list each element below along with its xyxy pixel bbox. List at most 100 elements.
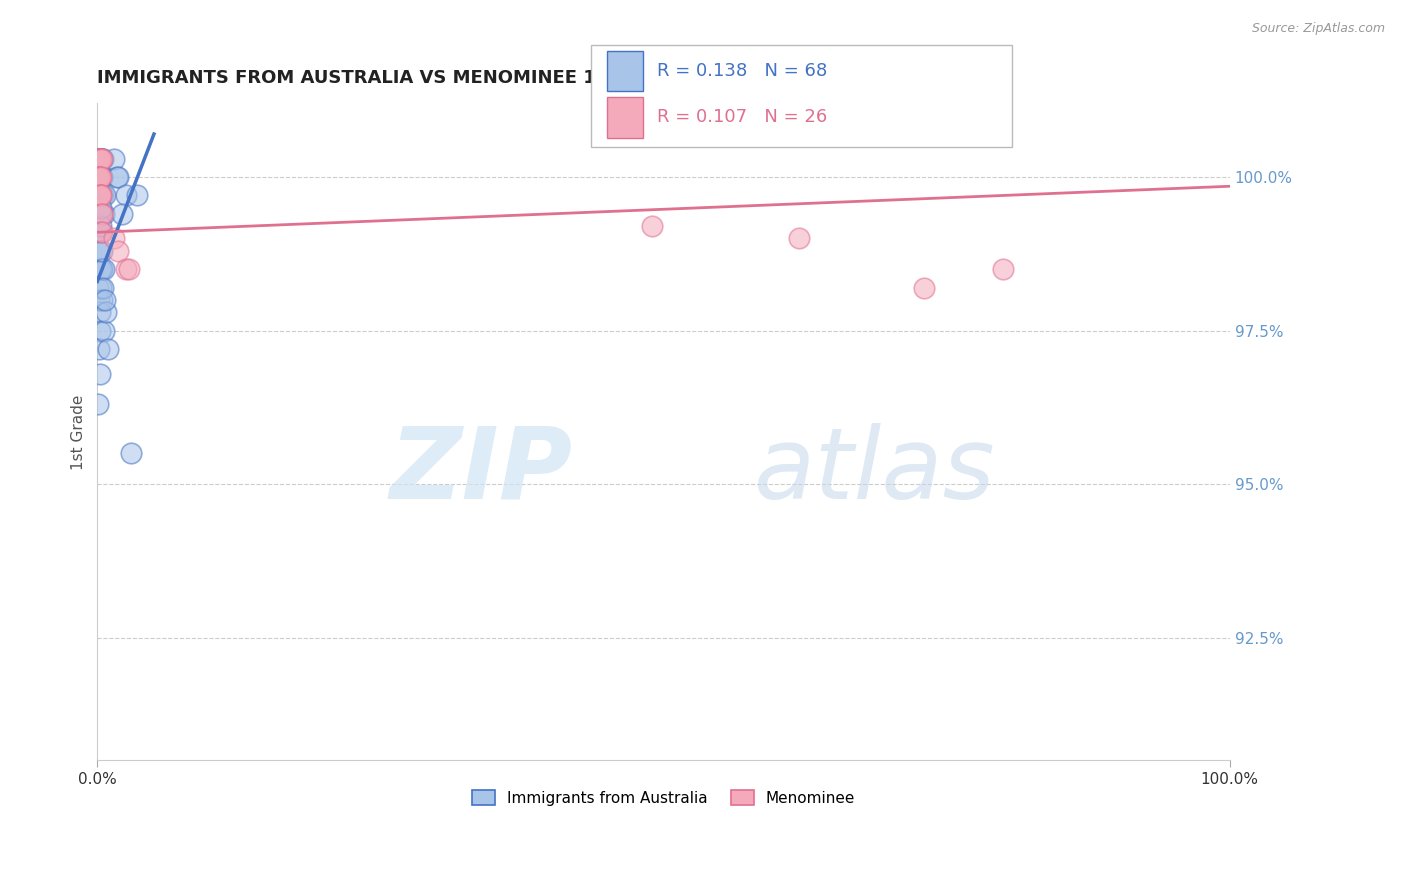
Point [91,152,114,166]
Point [90,262,112,277]
Point [94,188,117,202]
Point [87,152,110,166]
Point [94,293,117,307]
Point [91,207,114,221]
Text: atlas: atlas [754,423,995,520]
Point [89,169,111,184]
Point [87,169,110,184]
Point [114,188,136,202]
Point [89,225,111,239]
Point [96,305,118,319]
Point [93,324,115,338]
Y-axis label: 1st Grade: 1st Grade [72,394,86,469]
Point [87,207,110,221]
Text: R = 0.107   N = 26: R = 0.107 N = 26 [657,108,827,126]
Point [90,152,112,166]
Point [90,169,112,184]
Point [90,293,112,307]
Point [91,188,114,202]
Point [90,280,112,294]
Point [87,188,110,202]
Point [89,262,111,277]
Point [91,169,114,184]
Point [93,262,115,277]
Point [90,169,112,184]
Text: ZIP: ZIP [389,423,574,520]
Point [90,152,112,166]
Point [93,207,115,221]
Point [89,152,111,166]
Point [87,244,110,258]
Point [89,169,111,184]
Point [90,262,112,277]
Point [87,342,110,356]
Point [90,152,112,166]
Point [89,244,111,258]
Point [89,305,111,319]
Point [107,169,129,184]
Point [89,324,111,338]
Point [89,225,111,239]
Point [90,207,112,221]
Text: IMMIGRANTS FROM AUSTRALIA VS MENOMINEE 1ST GRADE CORRELATION CHART: IMMIGRANTS FROM AUSTRALIA VS MENOMINEE 1… [97,69,920,87]
Point [90,225,112,239]
Point [89,188,111,202]
Point [90,188,112,202]
Point [90,225,112,239]
Point [87,293,110,307]
Point [89,367,111,381]
Point [103,231,125,245]
Point [90,152,112,166]
Point [89,188,111,202]
Point [103,152,125,166]
Point [96,342,118,356]
Point [89,152,111,166]
Point [125,188,148,202]
Point [789,231,811,245]
Point [87,225,110,239]
Point [87,225,110,239]
Point [90,169,112,184]
Point [118,262,141,277]
Point [87,169,110,184]
Point [87,207,110,221]
Point [87,188,110,202]
Point [87,152,110,166]
Point [90,219,112,234]
Point [89,188,111,202]
Point [89,152,111,166]
Point [87,152,110,166]
Point [993,262,1015,277]
Point [89,207,111,221]
Point [87,152,110,166]
Point [89,169,111,184]
Point [87,280,110,294]
Point [90,188,112,202]
Point [91,152,114,166]
Point [912,280,935,294]
Point [90,152,112,166]
Point [90,225,112,239]
Point [641,219,664,234]
Point [107,244,129,258]
Point [111,207,134,221]
Text: Source: ZipAtlas.com: Source: ZipAtlas.com [1251,22,1385,36]
Legend: Immigrants from Australia, Menominee: Immigrants from Australia, Menominee [465,784,862,812]
Point [89,152,111,166]
Point [89,207,111,221]
Point [90,201,112,215]
Text: R = 0.138   N = 68: R = 0.138 N = 68 [657,62,827,80]
Point [90,244,112,258]
Point [90,225,112,239]
Point [87,188,110,202]
Point [87,207,110,221]
Point [87,169,110,184]
Point [120,446,142,460]
Point [87,152,110,166]
Point [90,169,112,184]
Point [89,188,111,202]
Point [114,262,136,277]
Point [90,152,112,166]
Point [91,280,114,294]
Point [90,188,112,202]
